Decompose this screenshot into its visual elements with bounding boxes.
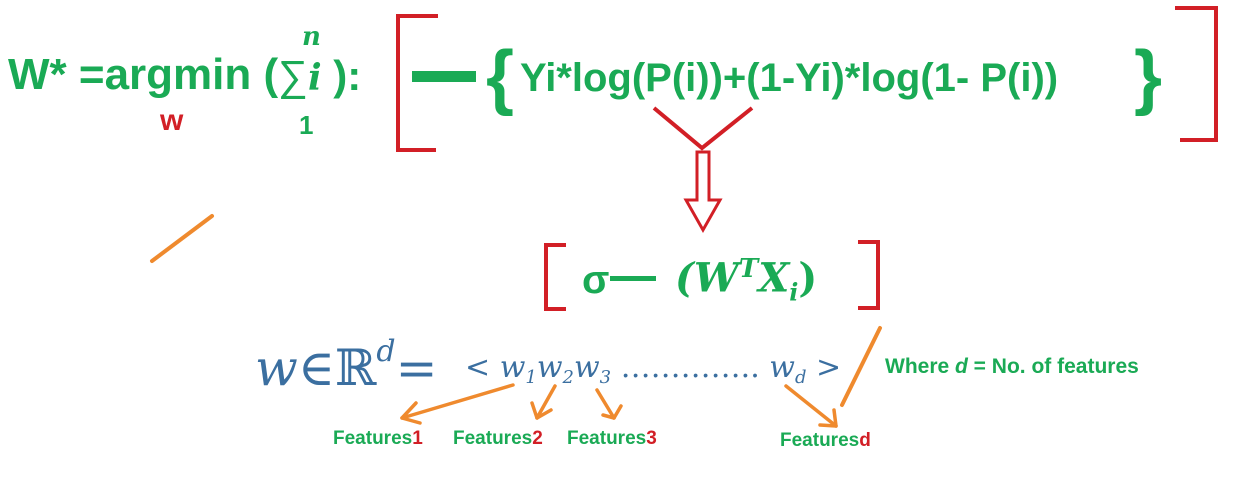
right-bracket-red <box>1175 6 1218 142</box>
sigmoid-right-bracket <box>858 240 880 310</box>
sigmoid-argument: (WTXi) <box>675 254 817 306</box>
sigmoid-symbol: σ <box>582 258 610 302</box>
sum-close: ): <box>321 52 362 99</box>
arrow-feature-d <box>784 384 838 428</box>
weight-vector: < w1w2w3 ………….. wd > <box>465 350 841 388</box>
vector-open: < <box>465 350 491 385</box>
arrow-feature-1 <box>400 383 515 425</box>
loss-expression: Yi*log(P(i))+(1-Yi)*log(1- P(i)) <box>520 56 1059 100</box>
summation: ∑i ): <box>278 52 361 100</box>
left-bracket-red <box>396 14 438 152</box>
wd-sub: d <box>794 367 807 388</box>
feature-label-1: Features1 <box>333 428 423 450</box>
feature-index: 2 <box>532 428 543 449</box>
sum-upper-limit: n <box>302 22 321 52</box>
w3: w <box>573 350 600 385</box>
minus-sign <box>412 71 476 82</box>
down-arrow-icon <box>683 150 723 234</box>
feature-text: Features <box>567 428 647 449</box>
vector-dots: ………….. <box>620 350 760 385</box>
w2: w <box>536 350 563 385</box>
vector-close: > <box>816 350 842 385</box>
w2-sub: 2 <box>562 367 574 388</box>
reals-symbol: ℝ <box>334 339 377 397</box>
brace-open: { <box>486 37 515 117</box>
equals-sign: = <box>395 339 438 397</box>
argmin-subscript: w <box>160 104 184 137</box>
feature-text: Features <box>453 428 533 449</box>
sigmoid-arg-close: ) <box>798 254 818 302</box>
w-symbol: w <box>255 339 298 397</box>
wd: w <box>769 350 795 385</box>
element-of: ∈ <box>297 339 335 397</box>
feature-index: 1 <box>412 428 423 449</box>
w3-sub: 3 <box>599 367 612 388</box>
arrow-feature-3 <box>595 388 623 420</box>
weight-set-definition: w∈ℝd= <box>255 334 438 397</box>
orange-stroke-left <box>150 214 214 263</box>
where-note: Where d = No. of features <box>885 355 1139 379</box>
dimension-d: d <box>376 334 396 369</box>
sigmoid-arg-subscript: i <box>789 277 799 307</box>
sum-lower-limit: 1 <box>299 110 314 140</box>
formula-lhs: W* =argmin ( <box>8 50 279 99</box>
note-suffix: = No. of features <box>967 355 1139 378</box>
note-prefix: Where <box>885 355 956 378</box>
w1-sub: 1 <box>525 367 537 388</box>
feature-label-2: Features2 <box>453 428 543 450</box>
v-pointer <box>652 106 754 151</box>
sum-variable: i <box>307 57 322 99</box>
sum-symbol: ∑ <box>278 52 308 99</box>
feature-label-3: Features3 <box>567 428 657 450</box>
sigmoid-arg-w: (W <box>675 254 739 302</box>
feature-text: Features <box>780 430 860 451</box>
sigmoid-arg-transpose: T <box>738 254 759 284</box>
sigmoid-dash <box>610 276 656 281</box>
feature-index: 3 <box>646 428 657 449</box>
orange-stroke-right <box>840 326 882 407</box>
feature-index: d <box>859 430 871 451</box>
note-variable: d <box>955 355 968 378</box>
sigmoid-left-bracket <box>544 243 566 311</box>
sigmoid-arg-x: X <box>758 254 790 302</box>
feature-text: Features <box>333 428 413 449</box>
feature-label-d: Featuresd <box>780 430 871 452</box>
arrow-feature-2 <box>530 384 557 420</box>
w1: w <box>499 350 526 385</box>
brace-close: } <box>1134 37 1163 117</box>
